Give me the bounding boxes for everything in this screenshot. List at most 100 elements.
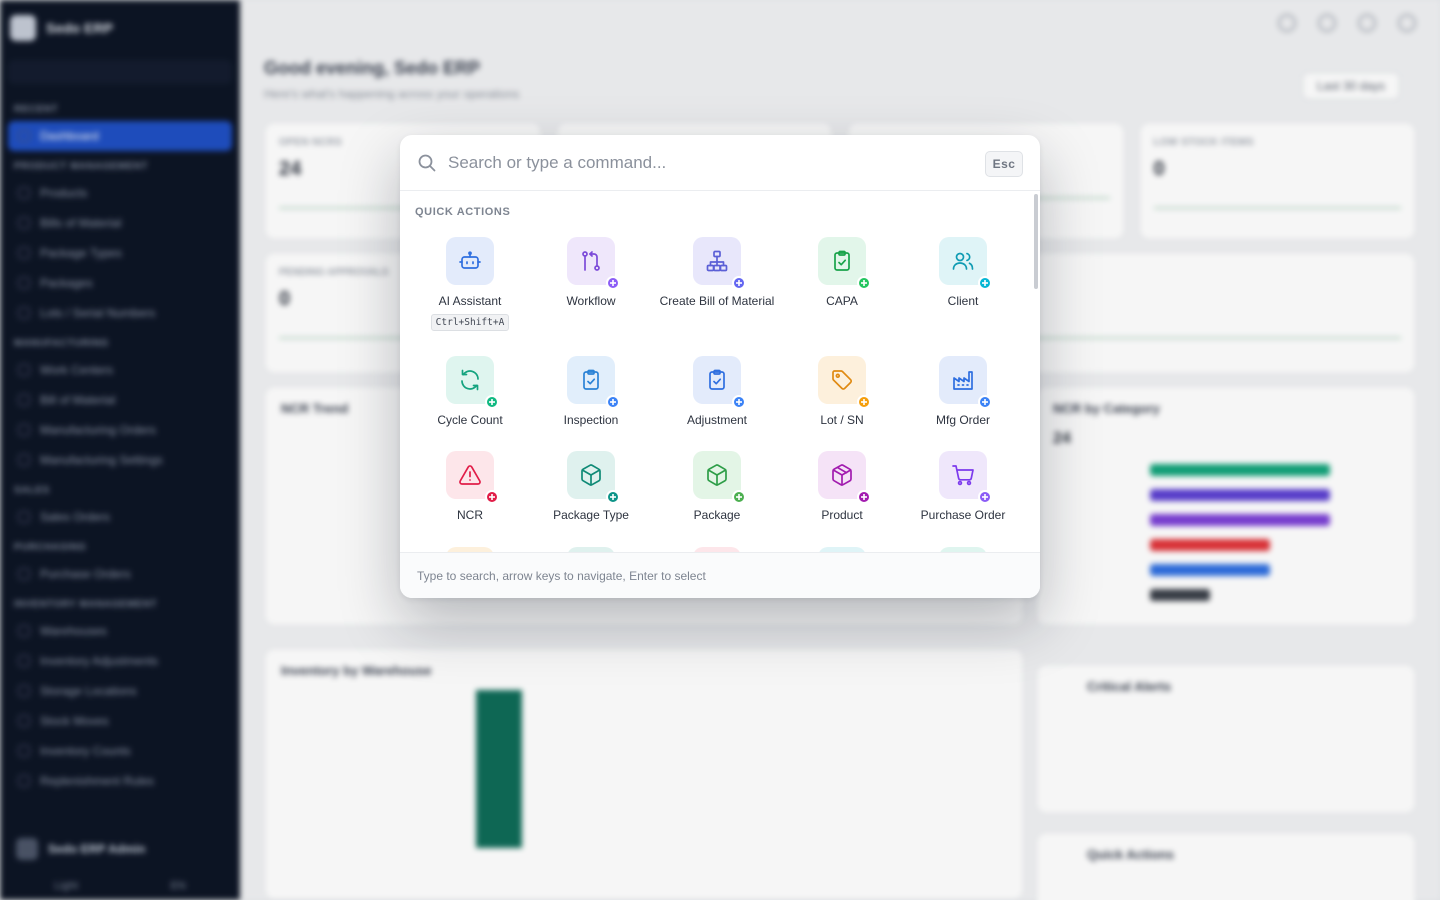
- action-tile[interactable]: [818, 547, 866, 552]
- action-label: Lot / SN: [820, 413, 864, 427]
- sidebar-item[interactable]: Packages: [8, 268, 232, 298]
- plus-icon: [485, 490, 499, 504]
- sidebar-item[interactable]: Package Types: [8, 238, 232, 268]
- palette-results[interactable]: QUICK ACTIONS AI Assistant Ctrl+Shift+A Wo…: [400, 192, 1040, 552]
- quick-action-cycle-count[interactable]: Cycle Count: [410, 356, 530, 427]
- sidebar-item-dashboard[interactable]: Dashboard: [8, 121, 232, 151]
- sidebar-item-label: Warehouses: [40, 624, 107, 638]
- scrollbar-thumb[interactable]: [1034, 194, 1038, 289]
- action-label: Product: [821, 508, 863, 522]
- section-title: QUICK ACTIONS: [415, 206, 511, 218]
- action-tile: [567, 237, 620, 290]
- nav-icon: [18, 187, 30, 199]
- panel-title: NCR Trend: [281, 401, 349, 416]
- quick-action-package-type[interactable]: Package Type: [531, 451, 651, 522]
- ncr-total: 24: [1053, 430, 1071, 447]
- sidebar-section-title: MANUFACTURING: [14, 338, 109, 349]
- sidebar-sections: PRODUCT MANAGEMENT Products Bills of Mater…: [8, 155, 232, 796]
- chat-icon[interactable]: [1358, 14, 1376, 32]
- quick-actions-panel: Quick Actions: [1036, 832, 1416, 900]
- sidebar-item[interactable]: Lots / Serial Numbers: [8, 298, 232, 328]
- sidebar-item[interactable]: Warehouses: [8, 616, 232, 646]
- search-icon[interactable]: [1278, 14, 1296, 32]
- theme-toggle[interactable]: Light: [54, 880, 79, 892]
- sidebar-item[interactable]: Inventory Counts: [8, 736, 232, 766]
- quick-action-ncr[interactable]: NCR: [410, 451, 530, 522]
- nav-icon: [18, 715, 30, 727]
- action-label: Workflow: [566, 294, 616, 308]
- dashboard-icon: [18, 130, 30, 142]
- nav-icon: [18, 247, 30, 259]
- sidebar-item-label: Manufacturing Orders: [40, 423, 157, 437]
- sidebar-search[interactable]: [8, 60, 232, 84]
- sidebar-item[interactable]: Products: [8, 178, 232, 208]
- page-subtitle: Here's what's happening across your oper…: [264, 87, 520, 101]
- sidebar-item[interactable]: Inventory Adjustments: [8, 646, 232, 676]
- plus-icon: [978, 395, 992, 409]
- panel-title: Inventory by Warehouse: [281, 663, 432, 678]
- clipboard-check-icon: [583, 369, 599, 390]
- sidebar-section-title: SALES: [14, 485, 50, 496]
- quick-action-inspection[interactable]: Inspection: [531, 356, 651, 427]
- sidebar-item[interactable]: Bill of Material: [8, 385, 232, 415]
- plus-icon: [732, 276, 746, 290]
- quick-action-client[interactable]: Client: [903, 237, 1023, 308]
- sidebar-item[interactable]: Purchase Orders: [8, 559, 232, 589]
- users-icon: [952, 252, 974, 270]
- quick-action-purchase-order[interactable]: Purchase Order: [903, 451, 1023, 522]
- sparkline: [1153, 207, 1401, 209]
- cube-icon: [832, 464, 852, 486]
- app-name: Sedo ERP: [46, 20, 113, 36]
- sidebar-item[interactable]: Storage Locations: [8, 676, 232, 706]
- sidebar-item[interactable]: Stock Moves: [8, 706, 232, 736]
- action-label: Mfg Order: [935, 413, 990, 427]
- sidebar-item[interactable]: Manufacturing Settings: [8, 445, 232, 475]
- sidebar-item[interactable]: Bills of Material: [8, 208, 232, 238]
- quick-action-create-bill-of-material[interactable]: Create Bill of Material: [657, 237, 777, 308]
- action-label: Adjustment: [686, 413, 748, 427]
- sidebar-item-label: Replenishment Rules: [40, 774, 155, 788]
- action-tile[interactable]: [567, 547, 615, 552]
- palette-footer: Type to search, arrow keys to navigate, …: [400, 552, 1040, 598]
- inventory-panel: Inventory by Warehouse: [264, 648, 1024, 900]
- quick-action-adjustment[interactable]: Adjustment: [657, 356, 777, 427]
- language-toggle[interactable]: EN: [170, 880, 186, 892]
- action-label: CAPA: [826, 294, 858, 308]
- quick-action-ai-assistant[interactable]: AI Assistant Ctrl+Shift+A: [410, 237, 530, 331]
- sidebar-item[interactable]: Sales Orders: [8, 502, 232, 532]
- sidebar: Sedo ERP RECENT Dashboard PRODUCT MANAGE…: [0, 0, 240, 900]
- stat-card: LOW STOCK ITEMS 0: [1138, 122, 1416, 240]
- command-search-input[interactable]: [448, 152, 968, 173]
- action-tile[interactable]: [693, 547, 741, 552]
- page-title: Good evening, Sedo ERP: [264, 58, 481, 78]
- keyboard-hint: Type to search, arrow keys to navigate, …: [417, 568, 706, 583]
- stat-label: LOW STOCK ITEMS: [1153, 137, 1254, 148]
- panel-title: NCR by Category: [1053, 401, 1160, 416]
- sidebar-item[interactable]: Work Centers: [8, 355, 232, 385]
- refresh-icon: [461, 369, 479, 391]
- bot-icon: [459, 251, 481, 269]
- action-tile[interactable]: [939, 547, 987, 552]
- settings-icon[interactable]: [1318, 14, 1336, 32]
- quick-action-lot-sn[interactable]: Lot / SN: [782, 356, 902, 427]
- clipboard-check-icon: [834, 250, 850, 271]
- sidebar-item[interactable]: Manufacturing Orders: [8, 415, 232, 445]
- category-bar: [1150, 464, 1330, 476]
- quick-action-capa[interactable]: CAPA: [782, 237, 902, 308]
- sidebar-section-title: PRODUCT MANAGEMENT: [14, 161, 148, 172]
- plus-icon: [485, 395, 499, 409]
- sidebar-item[interactable]: Replenishment Rules: [8, 766, 232, 796]
- user-menu[interactable]: Sedo ERP Admin: [8, 832, 232, 866]
- date-range-select[interactable]: Last 30 days: [1301, 72, 1400, 100]
- sidebar-section-title: PURCHASING: [14, 542, 87, 553]
- quick-action-package[interactable]: Package: [657, 451, 777, 522]
- quick-action-mfg-order[interactable]: Mfg Order: [903, 356, 1023, 427]
- action-tile: [693, 237, 746, 290]
- stat-label: PENDING APPROVALS: [279, 267, 389, 278]
- action-tile[interactable]: [446, 547, 494, 552]
- quick-action-product[interactable]: Product: [782, 451, 902, 522]
- bell-icon[interactable]: [1398, 14, 1416, 32]
- action-tile: [693, 356, 746, 409]
- quick-action-workflow[interactable]: Workflow: [531, 237, 651, 308]
- esc-button[interactable]: Esc: [985, 151, 1023, 177]
